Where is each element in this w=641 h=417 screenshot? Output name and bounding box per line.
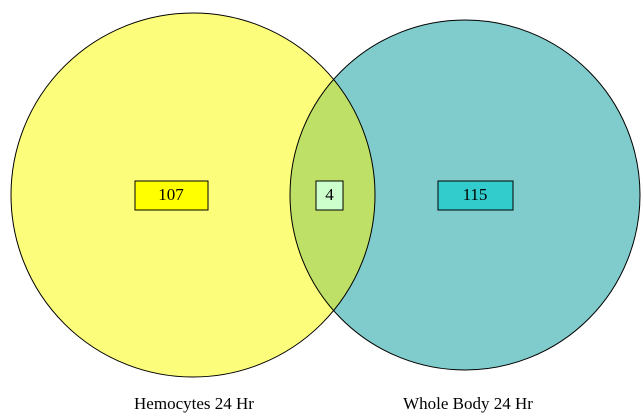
count-box	[134, 180, 209, 211]
count-label: 115	[463, 185, 488, 204]
set-label: Whole Body 24 Hr	[403, 394, 533, 413]
count-box	[437, 180, 514, 211]
count-label: 4	[325, 185, 334, 204]
count-label: 107	[158, 185, 184, 204]
count-box	[315, 180, 344, 211]
circle-outline	[10, 12, 376, 378]
circle-outline	[289, 19, 641, 371]
set-label: Hemocytes 24 Hr	[134, 394, 254, 413]
